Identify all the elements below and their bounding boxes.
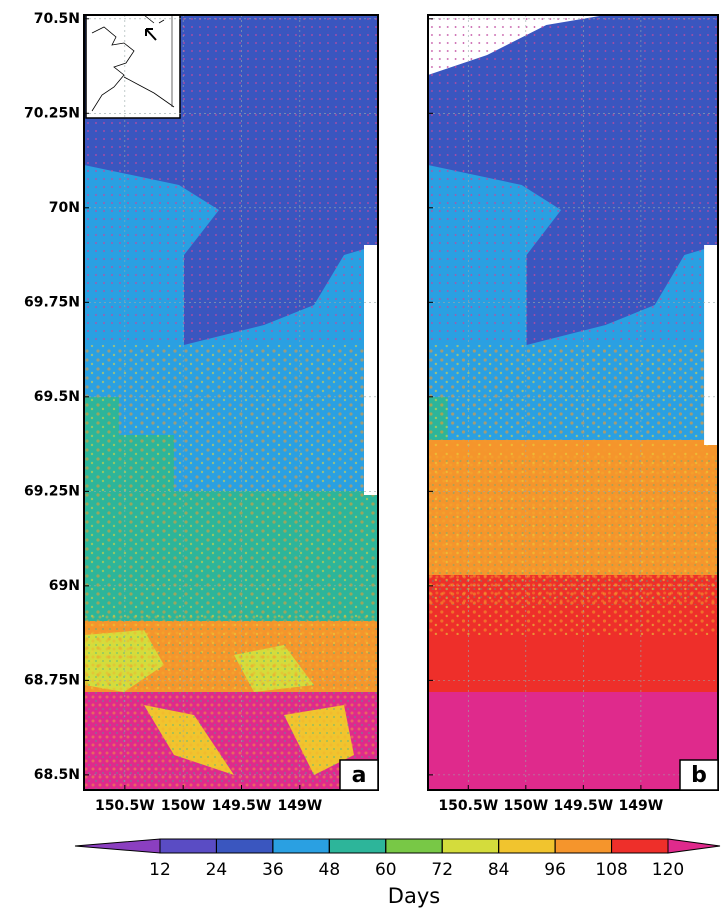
y-tick-label: 70N	[49, 200, 80, 216]
y-tick-label: 70.25N	[24, 105, 80, 121]
y-tick-label: 69.25N	[24, 483, 80, 499]
arrow	[145, 28, 157, 41]
panel	[428, 15, 718, 790]
x-tick-label: 150.5W	[438, 798, 498, 814]
panel-label: b	[691, 763, 707, 788]
colorbar-segment	[554, 838, 613, 854]
colorbar-tick-label: 84	[488, 860, 510, 880]
panel-label-box	[339, 759, 379, 791]
inset-map	[85, 14, 181, 119]
texture	[428, 15, 718, 345]
colorbar-end	[667, 838, 721, 854]
y-tick-label: 68.75N	[24, 672, 80, 688]
x-tick-label: 149.5W	[212, 798, 272, 814]
colorbar-segment	[328, 838, 387, 854]
colorbar-tick-label: 60	[375, 860, 397, 880]
colorbar-tick-label: 120	[652, 860, 684, 880]
colorbar-tick-label: 48	[319, 860, 341, 880]
coastline	[91, 14, 175, 112]
x-tick-label: 149.5W	[553, 798, 613, 814]
region	[704, 245, 718, 445]
colorbar-tick-label: 72	[431, 860, 453, 880]
panel-label: a	[352, 763, 367, 788]
colorbar-label: Days	[388, 884, 440, 908]
texture	[84, 615, 378, 790]
texture	[428, 455, 718, 605]
panel	[84, 14, 378, 790]
x-tick-label: 150.5W	[95, 798, 155, 814]
y-tick-label: 68.5N	[34, 767, 80, 783]
colorbar-segment	[441, 838, 500, 854]
colorbar-tick-label: 24	[206, 860, 228, 880]
colorbar-segment	[611, 838, 669, 854]
colorbar-segment	[215, 838, 274, 854]
colorbar-tick-label: 12	[149, 860, 171, 880]
panel-label-box	[679, 759, 719, 791]
y-tick-label: 69N	[49, 578, 80, 594]
region	[364, 245, 378, 495]
y-tick-label: 69.5N	[34, 389, 80, 405]
colorbar-segment	[385, 838, 443, 854]
panel-frame	[427, 14, 719, 791]
x-tick-label: 150W	[161, 798, 206, 814]
colorbar-tick-label: 36	[262, 860, 284, 880]
x-tick-label: 150W	[503, 798, 548, 814]
y-tick-label: 69.75N	[24, 294, 80, 310]
region	[428, 692, 718, 790]
colorbar-segment	[498, 838, 556, 854]
x-tick-label: 149W	[619, 798, 664, 814]
colorbar-tick-label: 108	[595, 860, 627, 880]
colorbar-end	[74, 838, 161, 854]
y-tick-label: 70.5N	[34, 11, 80, 27]
x-tick-label: 149W	[277, 798, 322, 814]
colorbar-segment	[272, 838, 330, 854]
panel-frame	[83, 14, 379, 791]
colorbar-tick-label: 96	[544, 860, 566, 880]
colorbar-segment	[159, 838, 217, 854]
